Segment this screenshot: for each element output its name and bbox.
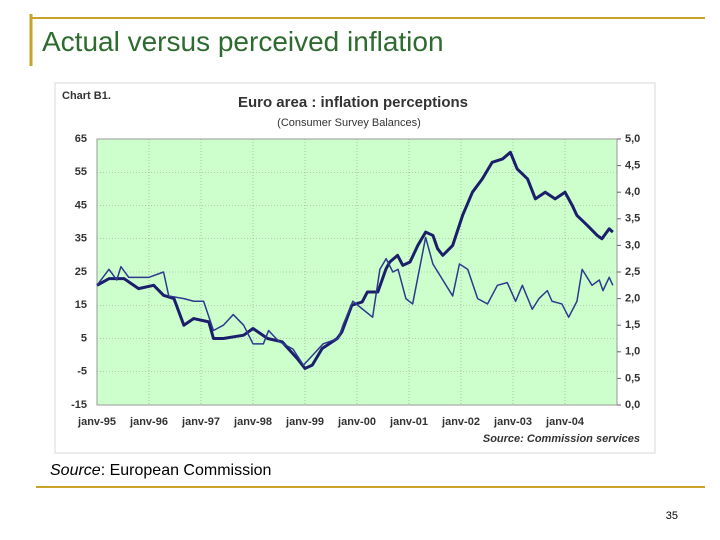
x-tick-label: janv-01 — [389, 416, 428, 428]
series-line — [96, 150, 614, 370]
slide-title: Actual versus perceived inflation — [42, 26, 444, 57]
series-line — [96, 236, 614, 366]
y2-tick-label: 5,0 — [625, 133, 640, 145]
y-tick-label: 65 — [75, 133, 87, 145]
y-tick-label: 35 — [75, 233, 87, 245]
y-tick-label: 5 — [81, 332, 87, 344]
source-note: Source: European Commission — [50, 462, 271, 480]
y-tick-label: 15 — [75, 299, 87, 311]
x-tick-label: janv-95 — [77, 416, 116, 428]
y2-tick-label: 1,5 — [625, 319, 640, 331]
x-tick-label: janv-98 — [233, 416, 272, 428]
x-tick-label: janv-03 — [493, 416, 532, 428]
y-tick-label: -5 — [77, 366, 87, 378]
y2-tick-label: 4,5 — [625, 160, 640, 172]
x-tick-label: janv-02 — [441, 416, 480, 428]
y-tick-label: 25 — [75, 266, 87, 278]
x-tick-label: janv-00 — [337, 416, 376, 428]
y2-tick-label: 3,5 — [625, 213, 640, 225]
chart-title: Euro area : inflation perceptions — [238, 94, 468, 111]
y2-tick-label: 2,0 — [625, 293, 640, 305]
source-text: : European Commission — [100, 462, 272, 479]
x-tick-label: janv-04 — [545, 416, 585, 428]
y2-tick-label: 2,5 — [625, 266, 640, 278]
y-tick-label: 45 — [75, 199, 87, 211]
page-number: 35 — [665, 510, 678, 522]
y2-tick-label: 0,5 — [625, 372, 640, 384]
x-tick-label: janv-99 — [285, 416, 324, 428]
y-tick-label: 55 — [75, 166, 87, 178]
chart-source: Source: Commission services — [483, 433, 640, 445]
y2-tick-label: 0,0 — [625, 399, 640, 411]
chart-subtitle: (Consumer Survey Balances) — [277, 117, 421, 129]
y2-tick-label: 4,0 — [625, 186, 640, 198]
y2-tick-label: 3,0 — [625, 239, 640, 251]
y2-tick-label: 1,0 — [625, 346, 640, 358]
x-tick-label: janv-96 — [129, 416, 168, 428]
source-label: Source — [50, 462, 101, 479]
chart-label: Chart B1. — [62, 90, 111, 102]
x-tick-label: janv-97 — [181, 416, 220, 428]
y-tick-label: -15 — [71, 399, 87, 411]
